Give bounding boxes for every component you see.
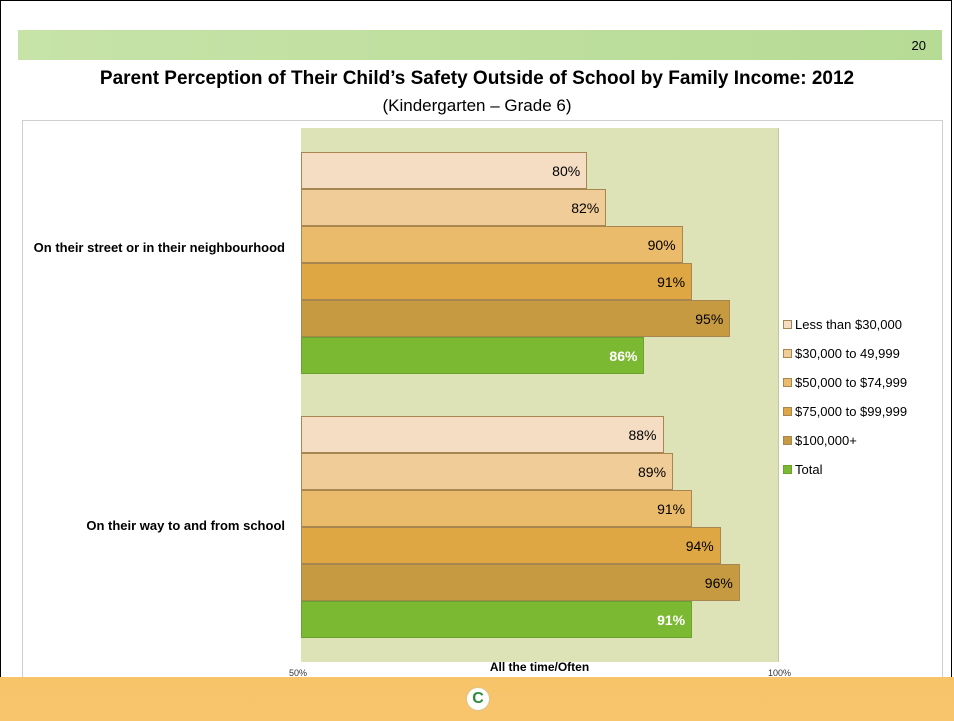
- legend-label: $75,000 to $99,999: [795, 404, 908, 419]
- data-label: 91%: [657, 612, 686, 628]
- page-subtitle: (Kindergarten – Grade 6): [382, 96, 572, 115]
- legend-label: $30,000 to 49,999: [795, 346, 900, 361]
- bar: [301, 263, 693, 300]
- bar: [301, 300, 731, 337]
- legend-swatch: [783, 436, 792, 445]
- x-axis-title: All the time/Often: [489, 660, 590, 674]
- bar: [301, 490, 693, 527]
- legend-label: $50,000 to $74,999: [795, 375, 908, 390]
- data-label: 91%: [657, 501, 686, 517]
- x-tick-min: 50%: [289, 668, 308, 678]
- legend-label: Total: [795, 462, 823, 477]
- bar: [301, 453, 674, 490]
- legend-item: $30,000 to 49,999: [783, 339, 943, 368]
- bar: [301, 416, 664, 453]
- category-label: On their street or in their neighbourhoo…: [33, 240, 285, 255]
- legend-swatch: [783, 378, 792, 387]
- category-label: On their way to and from school: [86, 518, 285, 533]
- data-label: 82%: [571, 200, 600, 216]
- data-label: 89%: [638, 464, 667, 480]
- data-label: 88%: [628, 427, 657, 443]
- x-tick-max: 100%: [768, 668, 792, 678]
- page-title: Parent Perception of Their Child’s Safet…: [99, 68, 855, 89]
- legend-swatch: [783, 465, 792, 474]
- bar: [301, 337, 645, 374]
- data-label: 91%: [657, 274, 686, 290]
- legend-label: $100,000+: [795, 433, 857, 448]
- legend-item: Less than $30,000: [783, 310, 943, 339]
- data-label: 90%: [647, 237, 676, 253]
- chart-legend: Less than $30,000 $30,000 to 49,999 $50,00…: [783, 310, 943, 484]
- data-label: 95%: [695, 311, 724, 327]
- data-label: 94%: [685, 538, 714, 554]
- legend-item: Total: [783, 455, 943, 484]
- legend-swatch: [783, 349, 792, 358]
- bar: [301, 527, 721, 564]
- bar: [301, 601, 693, 638]
- data-label: 96%: [704, 575, 733, 591]
- legend-swatch: [783, 407, 792, 416]
- page-number: 20: [911, 38, 926, 53]
- tdsb-logo-icon: C: [466, 687, 490, 711]
- bar: [301, 564, 740, 601]
- data-label: 80%: [552, 163, 581, 179]
- logo-glyph: C: [472, 690, 484, 707]
- header-band: [18, 30, 942, 60]
- legend-label: Less than $30,000: [795, 317, 902, 332]
- legend-item: $75,000 to $99,999: [783, 397, 943, 426]
- legend-item: $50,000 to $74,999: [783, 368, 943, 397]
- bar: [301, 226, 683, 263]
- bar: [301, 152, 588, 189]
- data-label: 86%: [609, 348, 638, 364]
- legend-item: $100,000+: [783, 426, 943, 455]
- legend-swatch: [783, 320, 792, 329]
- bar: [301, 189, 607, 226]
